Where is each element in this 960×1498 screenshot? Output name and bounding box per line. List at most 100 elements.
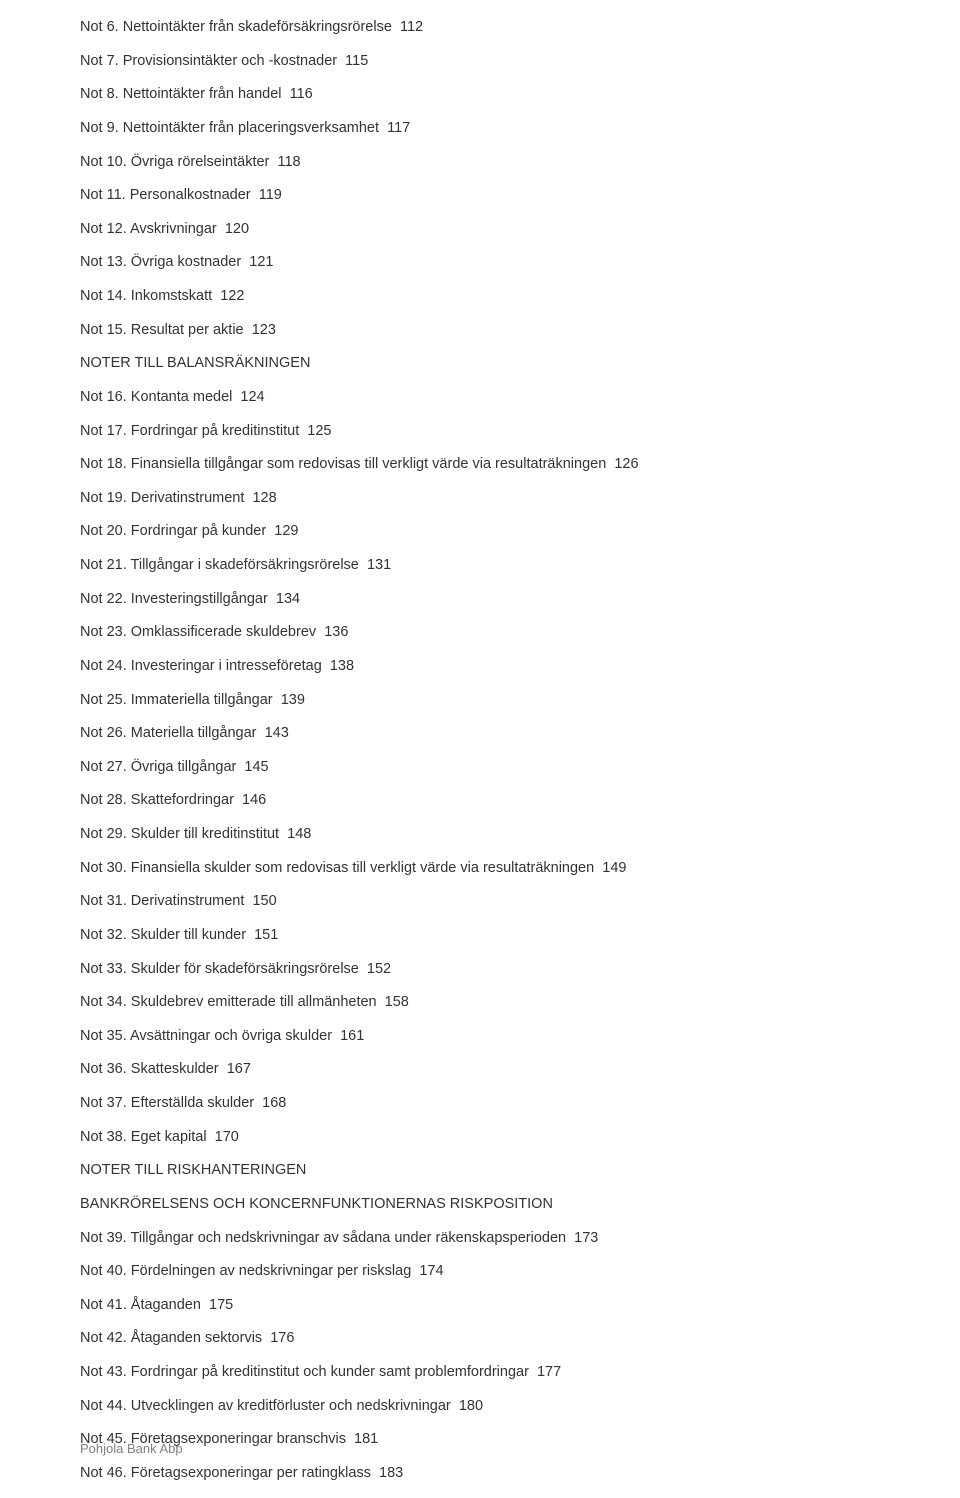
toc-entry-note-number: Not 19. [80, 490, 127, 506]
toc-entry-note-number: Not 41. [80, 1297, 127, 1313]
toc-entry[interactable]: Not 14. Inkomstskatt 122 [80, 287, 880, 305]
toc-entry-note-number: Not 32. [80, 927, 127, 943]
toc-entry[interactable]: Not 33. Skulder för skadeförsäkringsröre… [80, 960, 880, 978]
toc-entry-title: Nettointäkter från handel [123, 86, 282, 102]
toc-entry[interactable]: Not 18. Finansiella tillgångar som redov… [80, 455, 880, 473]
toc-entry[interactable]: Not 46. Företagsexponeringar per ratingk… [80, 1464, 880, 1482]
toc-entry[interactable]: Not 11. Personalkostnader 119 [80, 186, 880, 204]
toc-entry[interactable]: Not 25. Immateriella tillgångar 139 [80, 691, 880, 709]
toc-entry-page-number: 117 [387, 120, 410, 136]
toc-entry[interactable]: Not 15. Resultat per aktie 123 [80, 321, 880, 339]
toc-entry-page-number: 173 [574, 1230, 598, 1246]
toc-entry-page-number: 158 [385, 994, 409, 1010]
toc-entry[interactable]: Not 40. Fördelningen av nedskrivningar p… [80, 1262, 880, 1280]
toc-entry-title: Fördelningen av nedskrivningar per risks… [131, 1263, 411, 1279]
toc-entry-page-number: 123 [252, 322, 276, 338]
toc-entry-page-number: 120 [225, 221, 249, 237]
toc-entry[interactable]: Not 42. Åtaganden sektorvis 176 [80, 1329, 880, 1347]
toc-entry[interactable]: Not 34. Skuldebrev emitterade till allmä… [80, 993, 880, 1011]
page-footer: Pohjola Bank Abp [80, 1441, 183, 1456]
toc-entry-title: Skulder för skadeförsäkringsrörelse [131, 961, 359, 977]
toc-entry-note-number: Not 9. [80, 120, 119, 136]
toc-entry[interactable]: Not 20. Fordringar på kunder 129 [80, 522, 880, 540]
toc-entry[interactable]: Not 38. Eget kapital 170 [80, 1128, 880, 1146]
toc-entry[interactable]: Not 27. Övriga tillgångar 145 [80, 758, 880, 776]
toc-entry[interactable]: Not 16. Kontanta medel 124 [80, 388, 880, 406]
toc-section-heading: NOTER TILL RISKHANTERINGEN [80, 1161, 880, 1179]
toc-entry-note-number: Not 21. [80, 557, 127, 573]
toc-entry-page-number: 183 [379, 1465, 403, 1481]
toc-entry-title: Immateriella tillgångar [131, 692, 273, 708]
toc-entry-title: Fordringar på kreditinstitut [131, 423, 299, 439]
toc-entry[interactable]: Not 8. Nettointäkter från handel 116 [80, 85, 880, 103]
toc-entry-page-number: 177 [537, 1364, 561, 1380]
toc-entry[interactable]: Not 17. Fordringar på kreditinstitut 125 [80, 422, 880, 440]
toc-entry-note-number: Not 24. [80, 658, 127, 674]
toc-entry[interactable]: Not 31. Derivatinstrument 150 [80, 892, 880, 910]
toc-entry[interactable]: Not 41. Åtaganden 175 [80, 1296, 880, 1314]
toc-entry-note-number: Not 15. [80, 322, 127, 338]
toc-entry-title: Utvecklingen av kreditförluster och neds… [131, 1398, 451, 1414]
toc-entry-title: Derivatinstrument [131, 893, 245, 909]
toc-entry-page-number: 149 [602, 860, 626, 876]
toc-entry[interactable]: Not 19. Derivatinstrument 128 [80, 489, 880, 507]
toc-entry-title: Inkomstskatt [131, 288, 212, 304]
toc-entry-title: Resultat per aktie [131, 322, 244, 338]
toc-entry[interactable]: Not 24. Investeringar i intresseföretag … [80, 657, 880, 675]
toc-entry-note-number: Not 42. [80, 1330, 127, 1346]
toc-entry[interactable]: Not 12. Avskrivningar 120 [80, 220, 880, 238]
toc-entry[interactable]: Not 29. Skulder till kreditinstitut 148 [80, 825, 880, 843]
toc-entry[interactable]: Not 6. Nettointäkter från skadeförsäkrin… [80, 18, 880, 36]
toc-entry-page-number: 112 [400, 19, 423, 35]
toc-entry-page-number: 143 [265, 725, 289, 741]
toc-entry-page-number: 122 [220, 288, 244, 304]
toc-entry-page-number: 115 [345, 53, 368, 69]
toc-entry-note-number: Not 13. [80, 254, 127, 270]
toc-entry[interactable]: Not 22. Investeringstillgångar 134 [80, 590, 880, 608]
toc-entry-title: Företagsexponeringar per ratingklass [131, 1465, 371, 1481]
toc-entry[interactable]: Not 21. Tillgångar i skadeförsäkringsrör… [80, 556, 880, 574]
toc-entry-note-number: Not 22. [80, 591, 127, 607]
toc-entry-title: Tillgångar i skadeförsäkringsrörelse [131, 557, 359, 573]
toc-entry[interactable]: Not 7. Provisionsintäkter och -kostnader… [80, 52, 880, 70]
toc-entry[interactable]: Not 37. Efterställda skulder 168 [80, 1094, 880, 1112]
toc-entry-page-number: 170 [215, 1129, 239, 1145]
toc-entry-title: Kontanta medel [131, 389, 233, 405]
toc-entry[interactable]: Not 10. Övriga rörelseintäkter 118 [80, 153, 880, 171]
toc-entry-title: Eget kapital [131, 1129, 207, 1145]
toc-entry[interactable]: Not 39. Tillgångar och nedskrivningar av… [80, 1229, 880, 1247]
toc-entry[interactable]: Not 30. Finansiella skulder som redovisa… [80, 859, 880, 877]
toc-entry-page-number: 161 [340, 1028, 364, 1044]
toc-section-heading: NOTER TILL BALANSRÄKNINGEN [80, 354, 880, 372]
toc-entry[interactable]: Not 35. Avsättningar och övriga skulder … [80, 1027, 880, 1045]
toc-entry[interactable]: Not 23. Omklassificerade skuldebrev 136 [80, 623, 880, 641]
toc-entry-page-number: 119 [259, 187, 282, 203]
toc-entry[interactable]: Not 9. Nettointäkter från placeringsverk… [80, 119, 880, 137]
toc-entry-title: Åtaganden sektorvis [131, 1330, 262, 1346]
toc-entry-title: Skatteskulder [131, 1061, 219, 1077]
toc-entry[interactable]: Not 26. Materiella tillgångar 143 [80, 724, 880, 742]
toc-entry-page-number: 146 [242, 792, 266, 808]
toc-entry-page-number: 151 [254, 927, 278, 943]
toc-heading-text: NOTER TILL BALANSRÄKNINGEN [80, 355, 310, 371]
toc-entry-note-number: Not 31. [80, 893, 127, 909]
toc-entry-note-number: Not 25. [80, 692, 127, 708]
toc-entry-note-number: Not 26. [80, 725, 127, 741]
toc-entry[interactable]: Not 44. Utvecklingen av kreditförluster … [80, 1397, 880, 1415]
toc-entry-page-number: 152 [367, 961, 391, 977]
toc-entry-page-number: 167 [227, 1061, 251, 1077]
toc-entry[interactable]: Not 45. Företagsexponeringar branschvis … [80, 1430, 880, 1448]
toc-entry[interactable]: Not 28. Skattefordringar 146 [80, 791, 880, 809]
toc-entry[interactable]: Not 36. Skatteskulder 167 [80, 1060, 880, 1078]
toc-entry-title: Personalkostnader [130, 187, 251, 203]
toc-entry-page-number: 138 [330, 658, 354, 674]
toc-entry-title: Avskrivningar [130, 221, 217, 237]
toc-entry-title: Skulder till kreditinstitut [131, 826, 279, 842]
toc-entry-page-number: 134 [276, 591, 300, 607]
toc-entry-title: Nettointäkter från skadeförsäkringsrörel… [123, 19, 392, 35]
toc-entry[interactable]: Not 32. Skulder till kunder 151 [80, 926, 880, 944]
toc-entry-note-number: Not 7. [80, 53, 119, 69]
toc-entry[interactable]: Not 43. Fordringar på kreditinstitut och… [80, 1363, 880, 1381]
toc-entry-note-number: Not 28. [80, 792, 127, 808]
toc-entry[interactable]: Not 13. Övriga kostnader 121 [80, 253, 880, 271]
